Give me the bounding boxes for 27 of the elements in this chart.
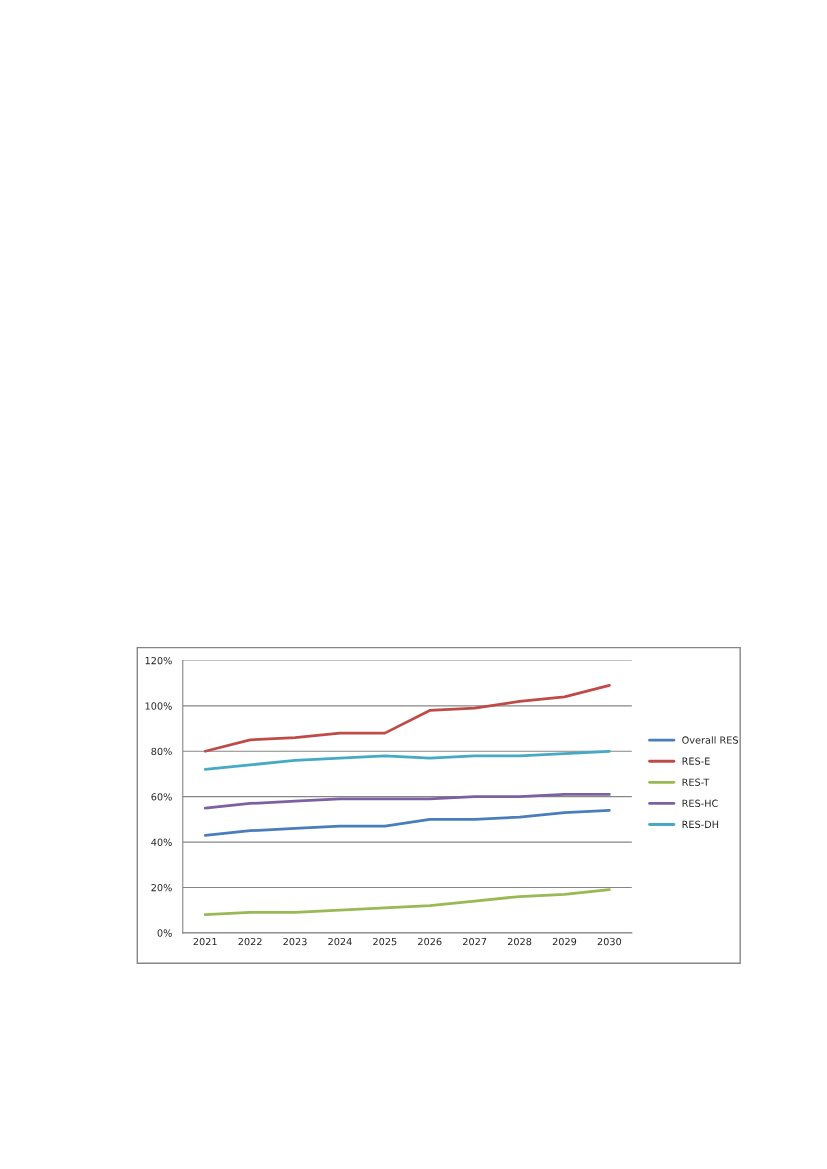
y-tick-label: 80% [151,747,172,756]
legend-label: RES-E [682,757,710,765]
x-tick-label: 2021 [193,937,217,946]
legend-label: RES-T [682,778,710,786]
line-series [203,793,611,810]
y-tick-label: 120% [145,656,172,665]
x-tick-label: 2027 [463,937,487,946]
y-tick-label: 100% [145,702,172,710]
x-tick-label: 2024 [328,937,352,946]
line-series [203,888,611,917]
x-tick-label: 2028 [507,937,532,946]
x-tick-label: 2025 [373,937,397,946]
legend-label: RES-HC [682,799,718,807]
y-tick-label: 60% [151,793,172,801]
line-series [203,684,611,753]
line-series [203,808,611,837]
y-tick-label: 40% [151,838,172,846]
y-tick-label: 0% [157,929,172,937]
x-tick-label: 2022 [238,937,262,946]
x-tick-label: 2030 [597,937,622,946]
y-tick-label: 20% [151,883,172,892]
line-series [203,749,611,771]
legend-label: RES-DH [682,820,719,829]
x-tick-label: 2026 [418,937,442,946]
x-tick-label: 2029 [552,937,577,946]
x-tick-label: 2023 [283,937,307,946]
legend-label: Overall RES [682,736,739,744]
